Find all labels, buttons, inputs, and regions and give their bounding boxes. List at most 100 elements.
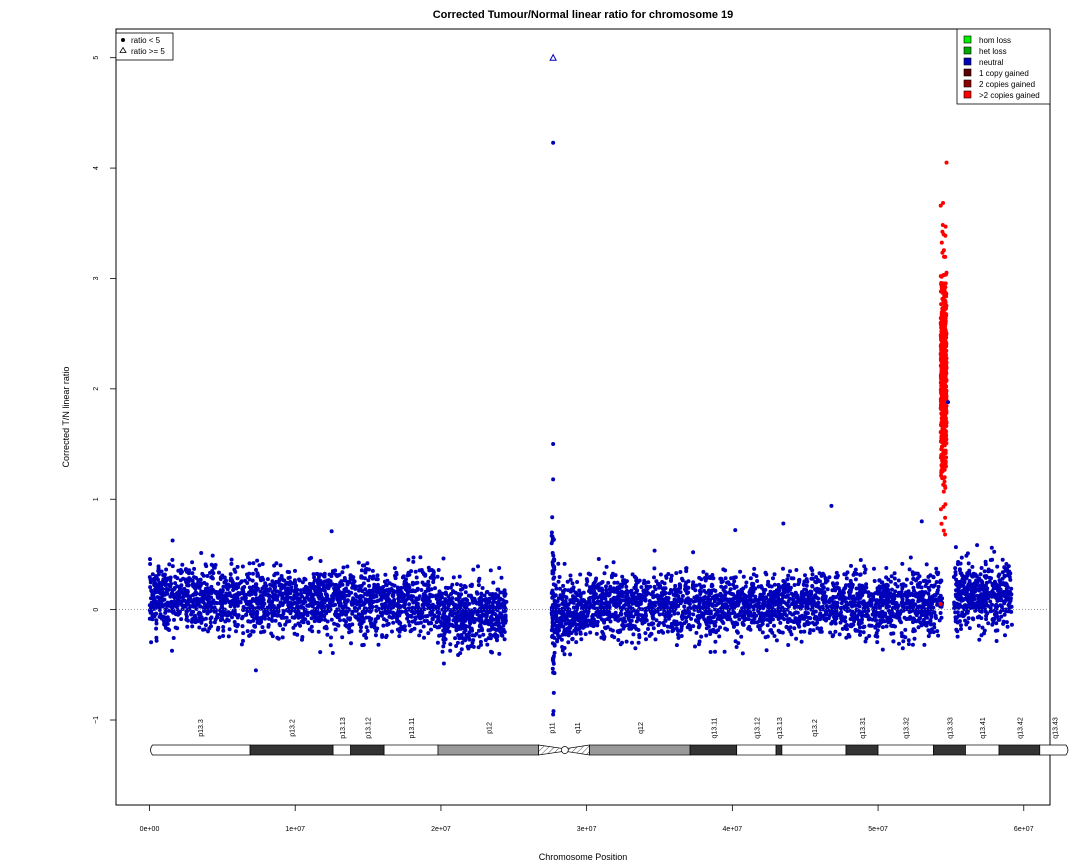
data-point xyxy=(495,634,500,639)
data-point xyxy=(556,627,561,632)
data-point xyxy=(253,611,258,616)
data-point xyxy=(495,627,500,632)
data-point xyxy=(938,611,943,615)
data-point xyxy=(390,615,395,620)
data-point xyxy=(650,621,654,626)
data-point xyxy=(351,575,356,580)
data-point xyxy=(325,632,330,637)
data-point xyxy=(233,569,238,574)
data-point xyxy=(346,593,351,598)
data-point xyxy=(664,611,669,616)
data-point xyxy=(184,612,189,617)
data-point xyxy=(658,600,663,605)
data-point xyxy=(329,617,334,622)
data-point xyxy=(327,609,332,613)
data-point xyxy=(293,588,297,593)
data-point xyxy=(810,572,815,577)
data-point xyxy=(578,631,583,636)
data-point xyxy=(727,611,732,616)
data-point xyxy=(163,625,168,630)
data-point xyxy=(479,642,483,647)
data-point xyxy=(223,619,228,624)
data-point xyxy=(886,592,891,597)
data-point xyxy=(437,592,442,596)
data-point xyxy=(417,568,422,573)
data-point xyxy=(203,623,208,628)
data-point xyxy=(420,580,425,585)
data-point xyxy=(456,609,461,614)
data-point xyxy=(574,640,579,645)
data-point xyxy=(240,587,245,592)
data-point xyxy=(502,630,507,634)
data-point xyxy=(839,601,844,606)
data-point xyxy=(663,586,668,591)
data-point xyxy=(482,621,487,626)
data-point xyxy=(410,619,415,624)
data-point xyxy=(154,626,159,631)
data-point xyxy=(397,613,402,618)
data-point xyxy=(423,582,428,587)
data-point xyxy=(341,565,346,570)
data-point xyxy=(888,620,893,625)
data-point xyxy=(569,621,574,626)
data-point xyxy=(871,594,876,599)
data-point xyxy=(321,573,326,578)
data-point xyxy=(206,629,210,634)
data-point xyxy=(487,592,492,597)
data-point xyxy=(186,583,191,588)
data-point xyxy=(450,582,455,587)
data-point xyxy=(170,564,175,569)
data-point xyxy=(360,589,365,594)
data-point xyxy=(579,602,584,607)
data-point xyxy=(147,575,152,580)
data-point xyxy=(665,624,670,629)
data-point xyxy=(337,612,341,617)
data-point xyxy=(353,585,358,590)
data-point xyxy=(495,608,500,613)
data-point xyxy=(922,642,927,647)
data-point xyxy=(797,580,802,584)
data-point xyxy=(269,631,274,636)
data-point xyxy=(550,603,555,608)
data-point xyxy=(259,620,264,624)
data-point xyxy=(392,600,396,604)
data-point xyxy=(362,633,367,638)
data-point xyxy=(243,606,248,611)
data-point xyxy=(460,640,465,645)
data-point xyxy=(558,593,563,598)
data-point xyxy=(844,600,849,605)
data-point xyxy=(900,597,905,602)
data-point xyxy=(811,609,816,614)
data-point xyxy=(703,607,708,612)
data-point xyxy=(390,582,395,587)
data-point xyxy=(604,564,609,569)
data-point xyxy=(167,628,172,632)
data-point xyxy=(686,590,691,595)
data-point xyxy=(723,576,728,581)
data-point xyxy=(373,633,378,638)
data-point xyxy=(253,582,258,587)
data-point xyxy=(272,573,277,578)
data-point xyxy=(441,600,446,605)
data-point xyxy=(676,628,680,633)
data-point xyxy=(442,611,447,616)
data-point xyxy=(159,596,164,601)
data-point xyxy=(453,615,458,620)
data-point xyxy=(853,567,858,572)
data-point xyxy=(911,585,916,590)
data-point xyxy=(224,578,228,583)
data-point xyxy=(229,578,233,583)
data-point xyxy=(262,614,266,619)
data-point xyxy=(723,602,728,607)
data-point xyxy=(154,618,159,623)
data-point xyxy=(235,576,240,581)
data-point xyxy=(491,617,496,622)
data-point xyxy=(362,601,367,606)
data-point xyxy=(477,634,482,639)
data-point xyxy=(156,569,161,573)
data-point xyxy=(663,618,668,622)
data-point xyxy=(199,615,204,620)
data-point xyxy=(502,602,507,607)
data-point xyxy=(195,602,200,607)
data-point xyxy=(158,601,163,606)
